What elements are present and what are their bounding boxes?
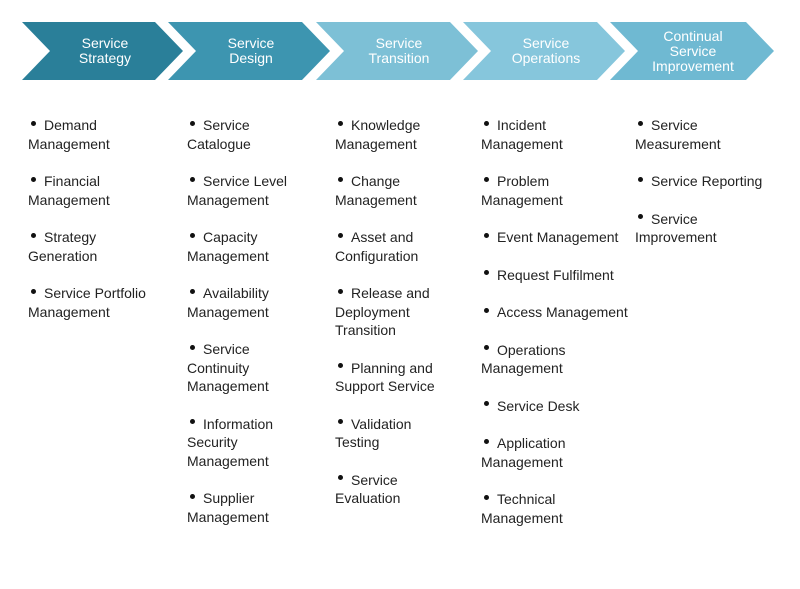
- list-item: Availability Management: [187, 285, 269, 320]
- stage-title-continual-service-improvement: Continual Service Improvement: [652, 27, 734, 74]
- bullet-icon: [190, 288, 195, 294]
- list-item: Operations Management: [481, 341, 566, 377]
- chevron-service-design: [168, 22, 330, 80]
- stage-title-service-design: Service Design: [227, 35, 275, 66]
- bullet-icon: [338, 232, 343, 238]
- list-item: Capacity Management: [187, 229, 269, 264]
- stage-title-service-strategy: Service Strategy: [78, 35, 132, 66]
- list-item: Service Desk: [481, 397, 631, 416]
- column-service-transition: Knowledge Management Change Management A…: [335, 116, 453, 527]
- bullet-icon: [484, 120, 489, 126]
- stage-title-service-operations: Service Operations: [511, 35, 581, 66]
- list-item: Problem Management: [481, 173, 563, 208]
- stage-title-service-transition: Service Transition: [368, 35, 430, 66]
- list-item: Service Improvement: [635, 210, 717, 246]
- bullet-icon: [484, 270, 489, 276]
- list-item: Service Measurement: [635, 117, 721, 152]
- list-item: Supplier Management: [187, 490, 269, 525]
- list-item: Strategy Generation: [28, 229, 98, 264]
- chevron-service-transition: [316, 22, 478, 80]
- bullet-icon: [338, 288, 343, 294]
- bullet-icon: [31, 232, 36, 238]
- list-item: Technical Management: [481, 491, 563, 526]
- bullet-icon: [190, 419, 195, 425]
- bullet-icon: [484, 232, 489, 238]
- bullet-icon: [484, 494, 489, 500]
- bullet-icon: [484, 438, 489, 444]
- bullet-icon: [338, 419, 343, 425]
- bullet-icon: [190, 344, 195, 350]
- list-item: Request Fulfilment: [481, 266, 631, 285]
- bullet-icon: [31, 288, 36, 294]
- bullet-icon: [484, 401, 489, 407]
- bullet-icon: [638, 120, 643, 126]
- list-item: Validation Testing: [335, 415, 412, 451]
- column-service-strategy: Demand Management Financial Management S…: [28, 116, 168, 340]
- bullet-icon: [638, 176, 643, 182]
- bullet-icon: [338, 176, 343, 182]
- list-item: Service Catalogue: [187, 117, 251, 152]
- list-item: Demand Management: [28, 117, 110, 152]
- list-item: Change Management: [335, 173, 417, 208]
- list-item: Access Management: [481, 303, 631, 322]
- list-item: Incident Management: [481, 117, 563, 152]
- chevron-service-operations: [463, 22, 625, 80]
- list-item: Service Evaluation: [335, 471, 401, 507]
- bullet-icon: [638, 214, 643, 220]
- list-item: Financial Management: [28, 173, 110, 208]
- bullet-icon: [31, 120, 36, 126]
- bullet-icon: [190, 120, 195, 126]
- chevron-service-strategy: [22, 22, 183, 80]
- bullet-icon: [484, 307, 489, 313]
- list-item: Asset and Configuration: [335, 229, 419, 264]
- bullet-icon: [190, 493, 195, 499]
- bullet-icon: [190, 232, 195, 238]
- list-item: Release and Deployment Transition: [335, 285, 430, 338]
- bullet-icon: [31, 176, 36, 182]
- list-item: Service Continuity Management: [187, 341, 269, 394]
- list-item: Application Management: [481, 435, 566, 470]
- chevron-continual-service-improvement: [610, 22, 774, 80]
- column-service-design: Service Catalogue Service Level Manageme…: [187, 116, 305, 545]
- list-item: Information Security Management: [187, 415, 274, 469]
- list-item: Knowledge Management: [335, 117, 421, 152]
- list-item: Service Reporting: [635, 172, 765, 191]
- list-item: Service Level Management: [187, 173, 288, 208]
- bullet-icon: [484, 345, 489, 351]
- list-item: Event Management: [481, 228, 631, 247]
- bullet-icon: [338, 475, 343, 481]
- bullet-icon: [338, 363, 343, 369]
- list-item: Service Portfolio Management: [28, 285, 146, 320]
- list-item: Planning and Support Service: [335, 359, 435, 395]
- column-continual-service-improvement: Service Measurement Service Reporting Se…: [635, 116, 765, 266]
- bullet-icon: [484, 176, 489, 182]
- process-chevron-bar: [22, 22, 774, 80]
- bullet-icon: [338, 120, 343, 126]
- bullet-icon: [190, 176, 195, 182]
- column-service-operations: Incident Management Problem Management E…: [481, 116, 631, 546]
